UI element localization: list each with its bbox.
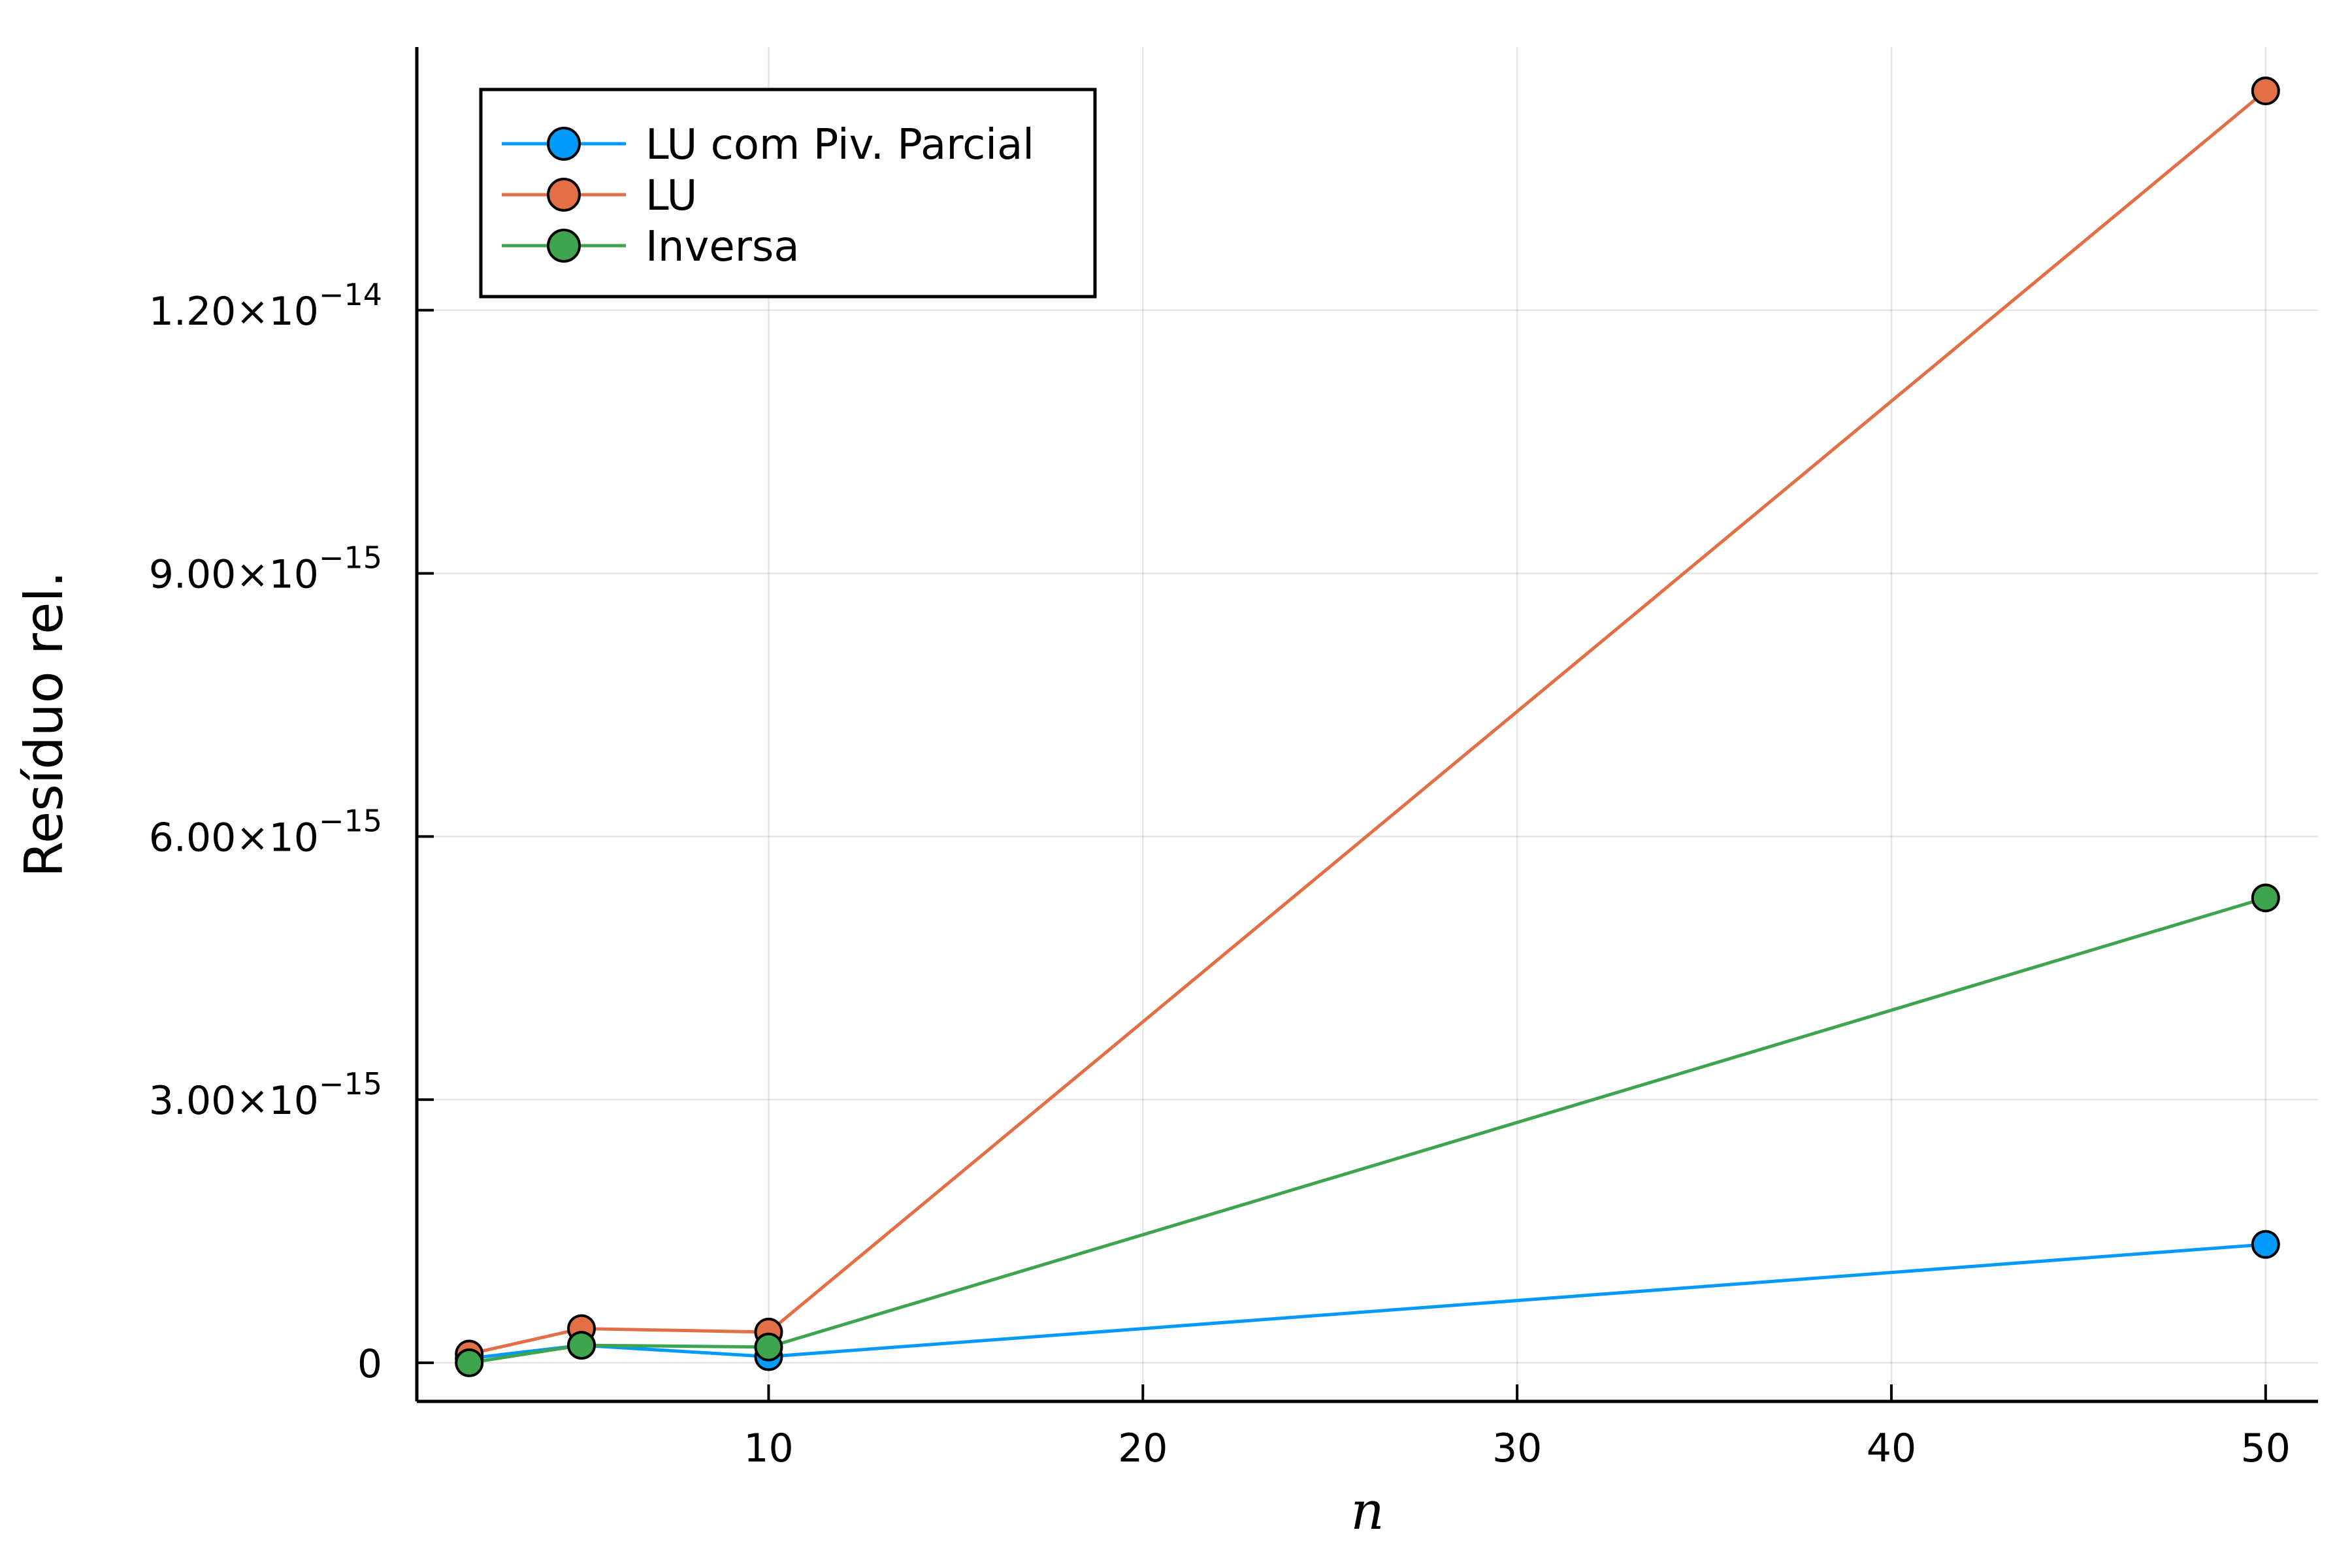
- series-line: [468, 1243, 2266, 1360]
- data-point: [2251, 76, 2280, 106]
- legend-label: LU com Piv. Parcial: [645, 121, 1034, 169]
- y-tick-label: 3.00×10−15: [149, 1066, 382, 1124]
- series-line: [468, 896, 2266, 1365]
- legend-label: Inversa: [645, 223, 800, 271]
- series-line: [468, 90, 2267, 1356]
- data-point: [754, 1332, 783, 1362]
- series-group: [455, 76, 2280, 1377]
- y-tick-label: 9.00×10−15: [149, 540, 382, 598]
- y-axis-label: Resíduo rel.: [14, 571, 74, 877]
- ticks: 10 20 30 40 50 0 3.00×10−15 6.00×10−15 9.00×10−1…: [149, 277, 2291, 1471]
- legend-marker: [547, 178, 581, 212]
- legend-marker: [547, 229, 581, 263]
- x-tick-label: 30: [1492, 1426, 1542, 1471]
- x-tick-label: 20: [1118, 1426, 1168, 1471]
- data-point: [455, 1348, 484, 1377]
- x-tick-label: 10: [743, 1426, 793, 1471]
- x-tick-label: 40: [1867, 1426, 1916, 1471]
- y-tick-label: 0: [357, 1341, 382, 1387]
- y-tick-label: 1.20×10−14: [149, 277, 382, 335]
- axes: [415, 47, 2318, 1403]
- legend-marker: [547, 127, 581, 161]
- legend-label: LU: [645, 172, 697, 220]
- data-point: [2251, 883, 2280, 913]
- data-point: [567, 1331, 596, 1360]
- x-tick-label: 50: [2241, 1426, 2291, 1471]
- data-point: [2251, 1230, 2280, 1259]
- y-tick-label: 6.00×10−15: [149, 803, 382, 860]
- x-axis-label: n: [1350, 1480, 1384, 1541]
